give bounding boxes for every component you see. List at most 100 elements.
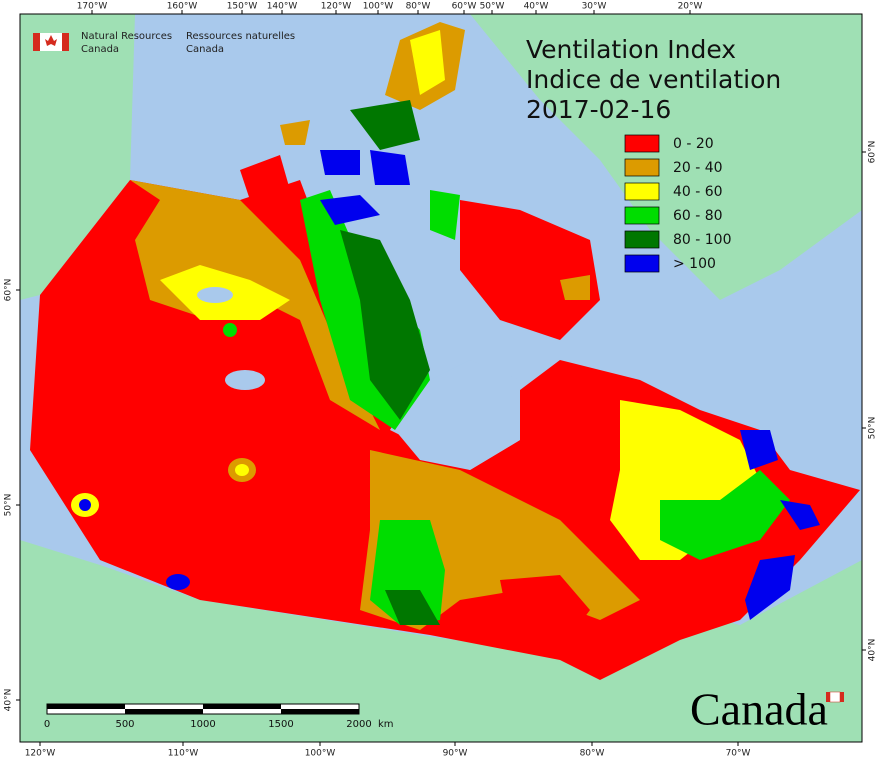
legend-swatch bbox=[624, 134, 660, 153]
legend-label: 0 - 20 bbox=[673, 136, 714, 152]
bottom-longitude-ticks: 120°W 110°W 100°W 90°W 80°W 70°W bbox=[25, 742, 751, 759]
scale-segment bbox=[125, 709, 203, 714]
arctic-island-blue-1 bbox=[320, 150, 360, 175]
title-fr: Indice de ventilation bbox=[526, 65, 781, 94]
greenland bbox=[470, 14, 862, 300]
scale-label: 500 bbox=[115, 719, 134, 730]
wordmark: Canada bbox=[690, 684, 828, 735]
arctic-island-green bbox=[430, 190, 460, 240]
agency-en-line: Natural Resources bbox=[81, 31, 172, 42]
top-longitude-ticks: 170°W 160°W 150°W 140°W 120°W 100°W 80°W 60°W 50… bbox=[77, 2, 703, 14]
agency-en-line: Canada bbox=[81, 44, 119, 55]
longitude-label: 120°W bbox=[321, 2, 352, 12]
longitude-label: 170°W bbox=[77, 2, 108, 12]
zone-blue-labrador bbox=[740, 430, 778, 470]
longitude-label: 80°W bbox=[406, 2, 431, 12]
arctic-island-blue-3 bbox=[320, 195, 380, 225]
longitude-label: 70°W bbox=[726, 749, 751, 759]
hudson-bay bbox=[395, 360, 520, 470]
latitude-label: 60°N bbox=[4, 279, 14, 302]
latitude-label: 50°N bbox=[868, 417, 878, 440]
longitude-label: 80°W bbox=[580, 749, 605, 759]
title-en: Ventilation Index bbox=[526, 35, 736, 64]
right-latitude-ticks: 60°N 50°N 40°N bbox=[862, 141, 878, 662]
legend-swatch bbox=[624, 230, 660, 249]
flag-bar bbox=[62, 33, 69, 51]
baffin-island bbox=[460, 200, 600, 340]
scale-label: 2000 bbox=[346, 719, 371, 730]
scale-segment bbox=[281, 709, 359, 714]
great-bear-lake bbox=[197, 287, 233, 303]
flag-bar bbox=[33, 33, 40, 51]
longitude-label: 140°W bbox=[267, 2, 298, 12]
alaska bbox=[20, 14, 135, 300]
latitude-label: 50°N bbox=[4, 494, 14, 517]
legend-swatch bbox=[624, 206, 660, 225]
scale-segment bbox=[203, 704, 281, 709]
agency-fr-line: Canada bbox=[186, 44, 224, 55]
flag-bar bbox=[840, 692, 844, 702]
banks-island bbox=[240, 155, 290, 200]
longitude-label: 20°W bbox=[678, 2, 703, 12]
scale-label: 1000 bbox=[190, 719, 215, 730]
zone-blue-newfoundland bbox=[780, 500, 820, 530]
latitude-label: 40°N bbox=[4, 689, 14, 712]
longitude-label: 50°W bbox=[480, 2, 505, 12]
left-latitude-ticks: 60°N 50°N 40°N bbox=[4, 279, 20, 712]
zone-green-east bbox=[660, 470, 790, 560]
scale-segment bbox=[47, 704, 125, 709]
spot-blue bbox=[79, 499, 91, 511]
longitude-label: 100°W bbox=[363, 2, 394, 12]
zone-dark-green-south bbox=[385, 590, 440, 625]
spot-yellow-2 bbox=[235, 464, 249, 476]
zone-dark-green bbox=[340, 230, 430, 420]
ellesmere-yellow bbox=[410, 30, 445, 95]
latitude-label: 60°N bbox=[868, 141, 878, 164]
legend-swatch bbox=[624, 182, 660, 201]
zone-red-east bbox=[500, 575, 590, 650]
great-slave-lake bbox=[225, 370, 265, 390]
arctic-island-blue-2 bbox=[370, 150, 410, 185]
spot-blue-south bbox=[166, 574, 190, 590]
scale-label: 0 bbox=[44, 719, 50, 730]
longitude-label: 110°W bbox=[168, 749, 199, 759]
legend-label: > 100 bbox=[673, 256, 716, 272]
canada-wordmark: Canada bbox=[690, 684, 844, 735]
flag-bar bbox=[826, 692, 830, 702]
date: 2017-02-16 bbox=[526, 95, 671, 124]
legend-label: 20 - 40 bbox=[673, 160, 723, 176]
legend-label: 40 - 60 bbox=[673, 184, 723, 200]
baffin-zone-orange bbox=[560, 275, 590, 300]
agency-signature: Natural Resources Canada Ressources natu… bbox=[33, 31, 295, 55]
legend-swatch bbox=[624, 158, 660, 177]
legend: 0 - 20 20 - 40 40 - 60 60 - 80 80 - 100 > 100 bbox=[624, 134, 732, 273]
flag-leaf bbox=[45, 35, 57, 46]
legend-label: 60 - 80 bbox=[673, 208, 723, 224]
united-states bbox=[20, 540, 862, 742]
longitude-label: 160°W bbox=[167, 2, 198, 12]
zone-orange bbox=[130, 180, 380, 430]
agency-fr-line: Ressources naturelles bbox=[186, 31, 295, 42]
latitude-label: 40°N bbox=[868, 639, 878, 662]
map-frame bbox=[19, 13, 863, 743]
legend-swatch bbox=[624, 254, 660, 273]
scale-label: 1500 bbox=[268, 719, 293, 730]
longitude-label: 120°W bbox=[25, 749, 56, 759]
map-body bbox=[20, 14, 862, 742]
arctic-island-orange bbox=[280, 120, 310, 145]
longitude-label: 60°W bbox=[452, 2, 477, 12]
arctic-island-dark-green bbox=[350, 100, 420, 150]
longitude-label: 90°W bbox=[443, 749, 468, 759]
scale-bar: 0 500 1000 1500 2000 km bbox=[44, 703, 394, 730]
zone-blue-nova-scotia bbox=[745, 555, 795, 620]
flag-field bbox=[829, 691, 841, 703]
scale-unit: km bbox=[378, 719, 394, 730]
longitude-label: 150°W bbox=[227, 2, 258, 12]
spot-green bbox=[223, 323, 237, 337]
longitude-label: 100°W bbox=[305, 749, 336, 759]
legend-label: 80 - 100 bbox=[673, 232, 732, 248]
longitude-label: 40°W bbox=[524, 2, 549, 12]
longitude-label: 30°W bbox=[582, 2, 607, 12]
